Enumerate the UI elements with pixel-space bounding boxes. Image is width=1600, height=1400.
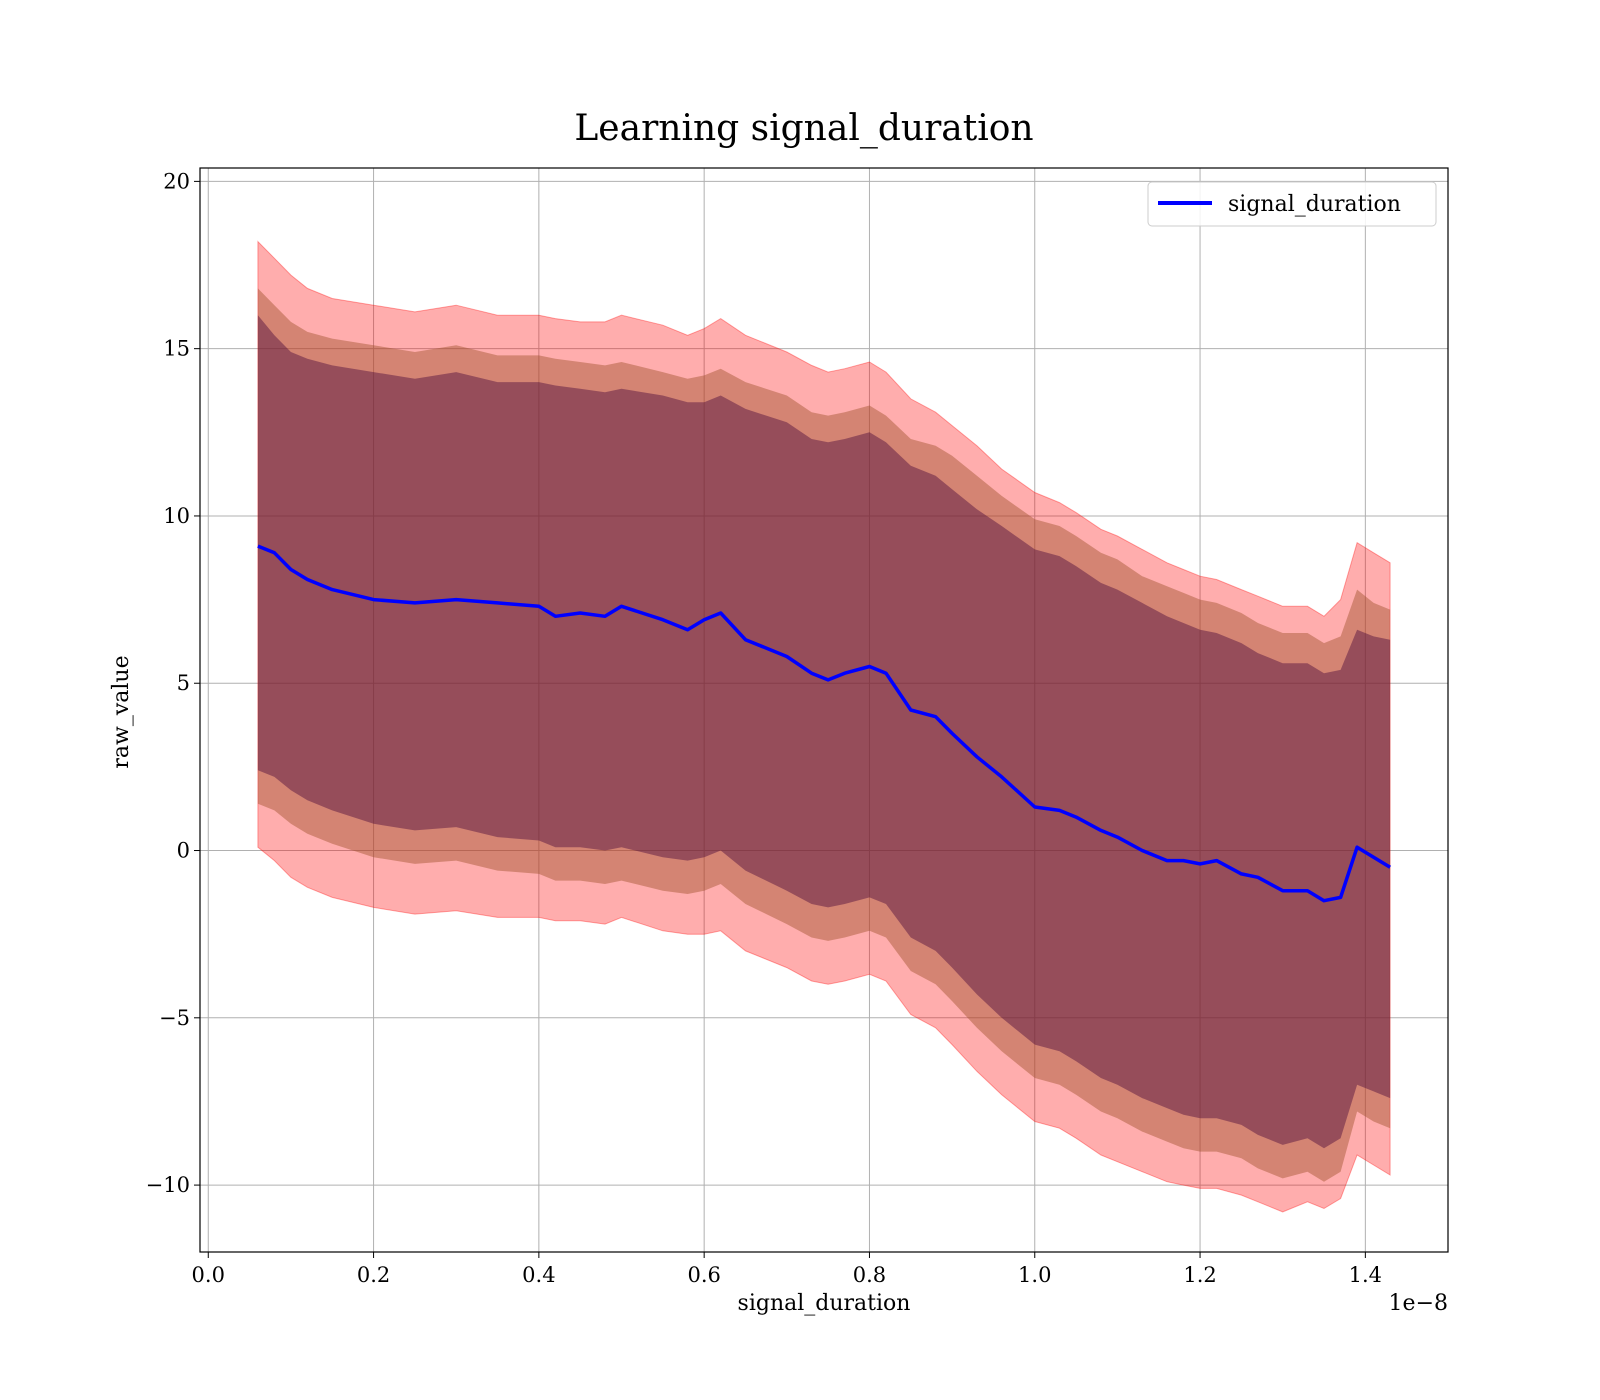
x-tick-label: 0.6 <box>687 1263 720 1287</box>
band-middle <box>257 288 1391 1182</box>
y-tick-label: −5 <box>159 1006 190 1030</box>
band-outer <box>257 240 1391 1213</box>
x-tick-label: 0.8 <box>853 1263 886 1287</box>
x-tick-label: 1.4 <box>1349 1263 1382 1287</box>
y-axis-label: raw_value <box>109 655 134 768</box>
series-line-signal-duration <box>257 544 1392 903</box>
band-inner <box>257 315 1391 1149</box>
x-tick-label: 1.2 <box>1183 1263 1216 1287</box>
x-axis-ticks: 0.0 0.2 0.4 0.6 0.8 1.0 1.2 1.4 <box>192 1252 1382 1287</box>
x-tick-label: 0.0 <box>192 1263 225 1287</box>
y-tick-label: 5 <box>177 671 190 695</box>
legend: signal_duration <box>1147 181 1437 227</box>
y-tick-label: 15 <box>163 337 190 361</box>
legend-label-signal-duration: signal_duration <box>1228 192 1401 217</box>
x-tick-label: 1.0 <box>1018 1263 1051 1287</box>
plot-frame <box>199 167 1449 1253</box>
x-offset-text: 1e−8 <box>1389 1291 1448 1316</box>
legend-box <box>1147 181 1437 227</box>
x-tick-label: 0.4 <box>522 1263 555 1287</box>
grid <box>200 168 1448 1252</box>
y-tick-label: 10 <box>163 504 190 528</box>
x-axis-label: signal_duration <box>738 1291 911 1316</box>
y-tick-label: −10 <box>146 1173 190 1197</box>
y-axis-ticks: −10 −5 0 5 10 15 20 <box>146 169 200 1197</box>
bands <box>257 240 1391 1213</box>
chart-title: Learning signal_duration <box>574 108 1033 149</box>
x-tick-label: 0.2 <box>357 1263 390 1287</box>
y-tick-label: 20 <box>163 169 190 193</box>
y-tick-label: 0 <box>177 839 190 863</box>
